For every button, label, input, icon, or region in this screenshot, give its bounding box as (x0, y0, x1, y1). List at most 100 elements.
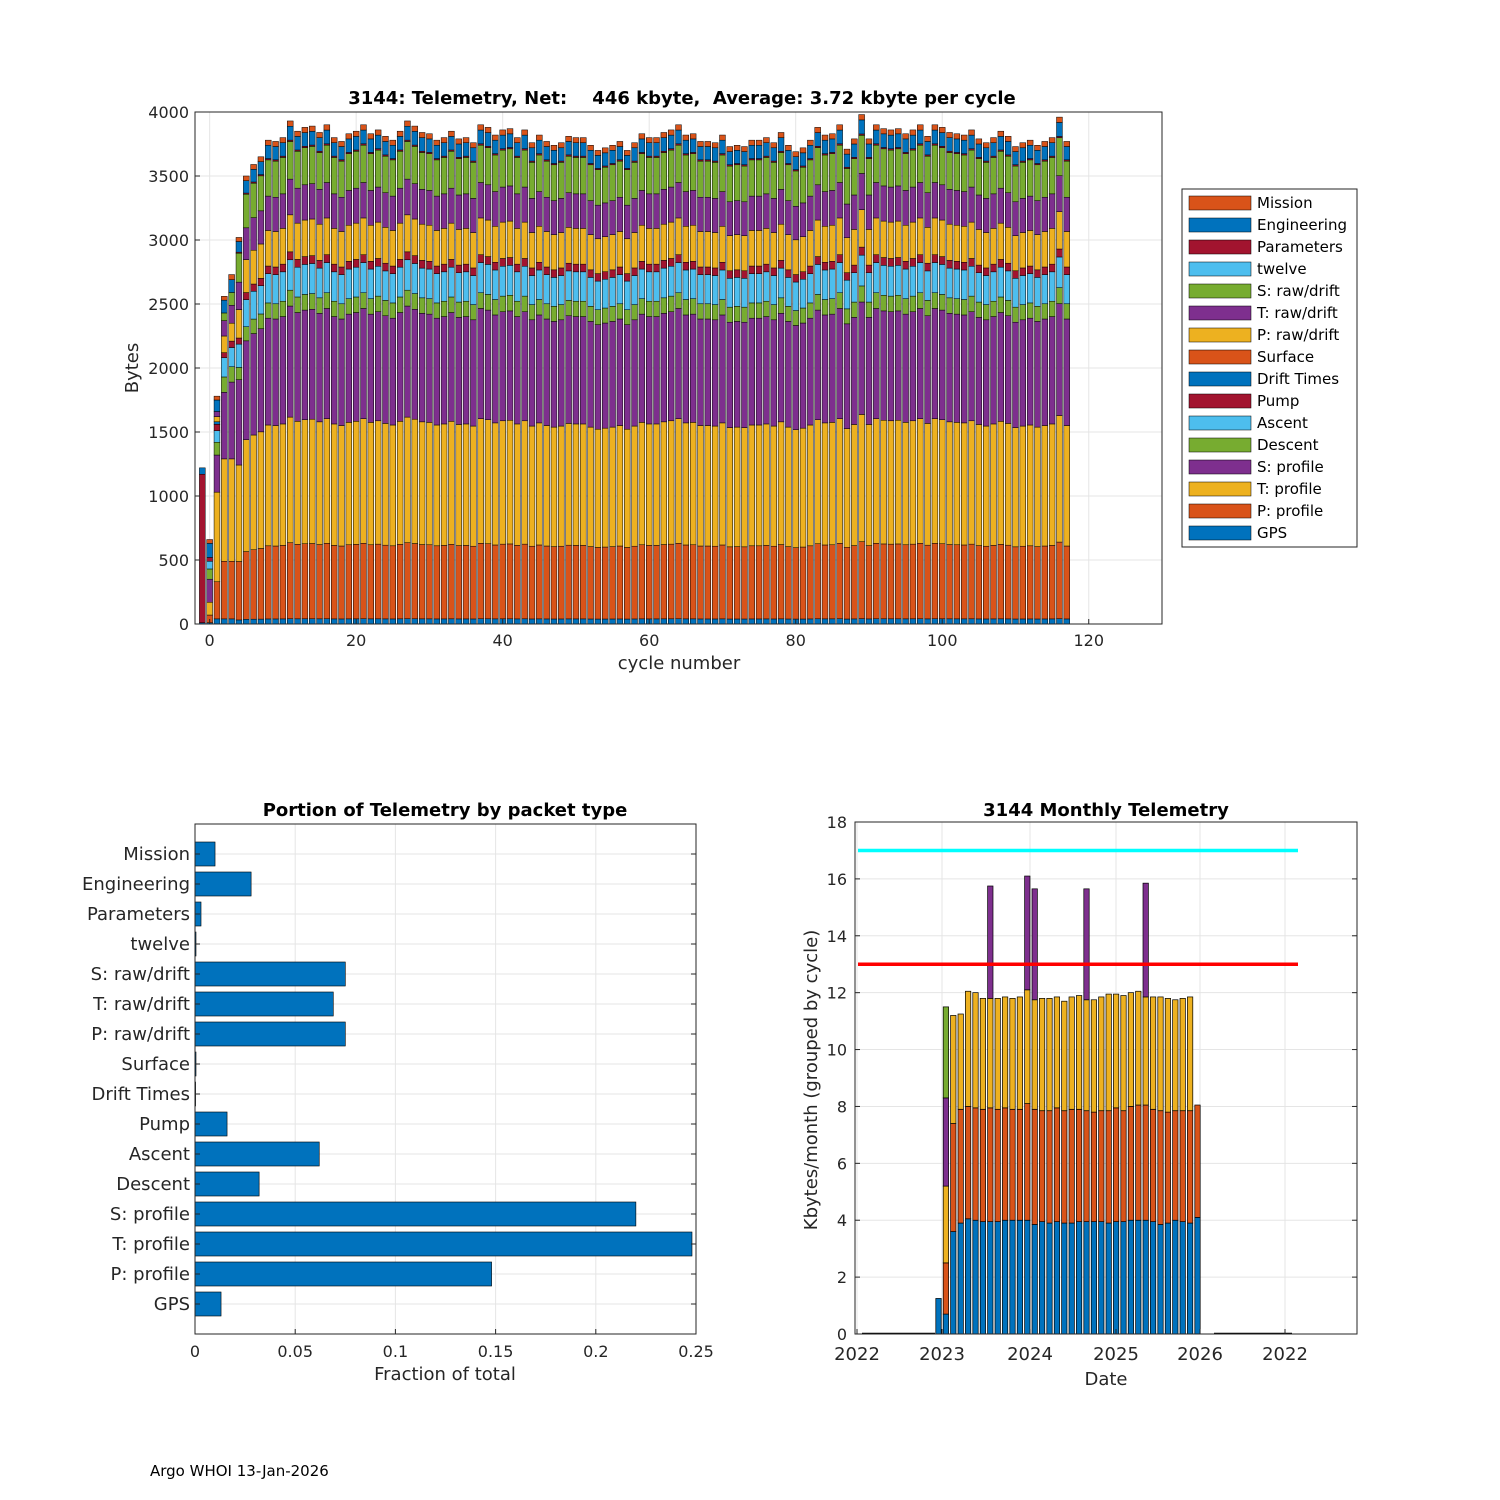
bar-segment (558, 304, 565, 321)
bar-segment (814, 543, 821, 620)
bar-segment (667, 258, 675, 267)
bar-segment (909, 311, 917, 422)
bar-segment (309, 146, 316, 184)
bar-segment (272, 303, 279, 320)
bar-segment (345, 298, 353, 315)
bar-segment (1056, 248, 1063, 258)
bar-segment (404, 289, 411, 307)
bar-segment (301, 309, 309, 420)
bar-segment (221, 352, 228, 359)
bar-segment (1012, 321, 1019, 428)
bar-segment (807, 618, 814, 625)
bar-segment (294, 136, 301, 151)
bar-segment (1048, 157, 1056, 195)
bar-segment (953, 224, 961, 262)
bar-segment (1004, 423, 1012, 546)
bar-segment (983, 142, 990, 149)
bar-segment (1019, 162, 1026, 199)
bar-segment (477, 144, 484, 183)
bar-segment (499, 149, 506, 188)
bar-segment (316, 313, 323, 423)
br-bar-segment (1164, 1222, 1171, 1335)
bar-segment (521, 618, 528, 625)
bar-segment (565, 141, 572, 156)
bar-segment (917, 418, 924, 544)
br-bar-segment (994, 1108, 1001, 1222)
br-bar-segment (1113, 993, 1120, 1109)
bl-bar (194, 991, 334, 1017)
bar-segment (1012, 278, 1019, 308)
bar-segment (1056, 415, 1063, 543)
bar-segment (536, 139, 543, 154)
bar-segment (726, 306, 733, 323)
bl-xtick-label: 0.1 (383, 1342, 408, 1361)
bar-segment (931, 217, 939, 255)
bar-segment (733, 277, 741, 307)
bar-segment (426, 544, 433, 620)
bar-segment (799, 147, 807, 154)
bar-segment (748, 230, 755, 267)
bar-segment (990, 423, 997, 546)
bar-segment (396, 296, 404, 313)
br-bar-segment (1046, 998, 1053, 1112)
bar-segment (426, 268, 433, 299)
bar-segment (873, 308, 880, 419)
br-bar-segment (942, 1185, 949, 1264)
br-bar-segment (972, 1219, 979, 1335)
bar-segment (880, 420, 887, 545)
bar-segment (968, 420, 975, 545)
bar-segment (807, 273, 814, 304)
bar-segment (858, 301, 865, 415)
bar-segment (543, 266, 550, 275)
bar-segment (301, 147, 309, 186)
bar-segment (968, 149, 975, 188)
bar-segment (829, 618, 836, 625)
br-bar-segment (1090, 1221, 1097, 1335)
bar-segment (396, 259, 404, 268)
bar-segment (646, 316, 653, 425)
bar-segment (331, 157, 338, 195)
bl-xlabel: Fraction of total (374, 1364, 516, 1385)
br-bar-segment (1142, 1219, 1149, 1335)
br-bar-segment (1076, 995, 1083, 1110)
br-bar-segment (1113, 1107, 1120, 1222)
bar-segment (777, 267, 785, 299)
bar-segment (755, 618, 763, 625)
bar-segment (470, 267, 477, 276)
bar-segment (968, 134, 975, 149)
bar-segment (865, 158, 873, 196)
bar-segment (506, 185, 514, 222)
bar-segment (763, 545, 770, 620)
bar-segment (587, 277, 594, 307)
bar-segment (1034, 234, 1041, 271)
bar-segment (873, 217, 880, 255)
top-ytick-label: 2000 (148, 359, 189, 378)
bar-segment (1012, 235, 1019, 272)
bar-segment (433, 159, 440, 197)
bar-segment (741, 146, 748, 152)
bar-segment (360, 308, 367, 419)
br-bar-segment (965, 1218, 972, 1335)
bar-segment (433, 618, 440, 625)
bar-segment (895, 128, 902, 135)
bar-segment (550, 306, 558, 322)
bar-segment (873, 182, 880, 219)
bar-segment (558, 545, 565, 620)
bar-segment (352, 266, 360, 298)
bar-segment (799, 202, 807, 237)
bar-segment (924, 136, 931, 142)
bar-segment (990, 157, 997, 195)
bar-segment (565, 136, 572, 142)
bar-segment (843, 153, 851, 168)
bar-segment (426, 422, 433, 546)
bar-segment (360, 124, 367, 131)
br-bar-segment (1157, 1110, 1164, 1225)
bar-segment (521, 266, 528, 297)
br-bar-segment (1142, 996, 1149, 1106)
bar-segment (975, 264, 983, 274)
bar-segment (711, 319, 719, 427)
bar-segment (983, 198, 990, 233)
bar-segment (528, 319, 536, 427)
bar-segment (924, 270, 931, 301)
bar-segment (697, 160, 704, 198)
